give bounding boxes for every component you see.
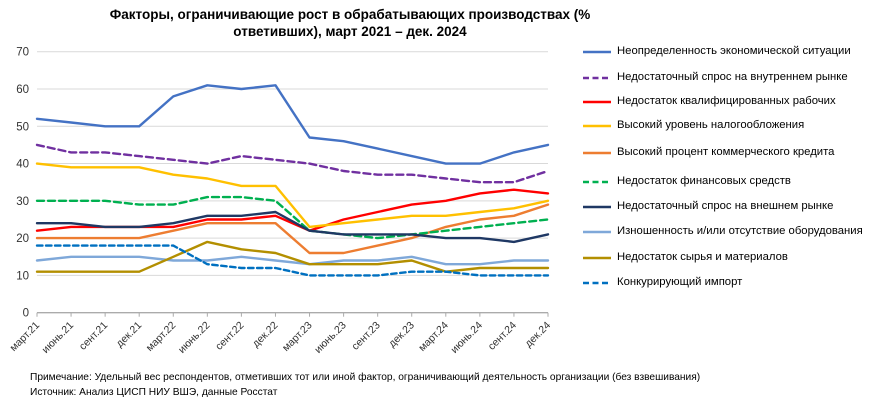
- series-line-6: [35, 210, 550, 244]
- y-axis-label-60: 60: [16, 84, 29, 96]
- legend-item-6: Недостаточный спрос на внешнем рынке: [583, 200, 833, 214]
- x-axis-label-10: сент.23: [349, 319, 382, 352]
- x-axis-label-11: дек.23: [386, 319, 417, 350]
- legend-swatch-9: [583, 281, 611, 285]
- legend-label-5: Недостаток финансовых средств: [617, 175, 791, 187]
- series-line-4: [35, 203, 550, 255]
- x-axis-label-7: дек.22: [250, 319, 281, 350]
- source-text: Источник: Анализ ЦИСП НИУ ВШЭ, данные Ро…: [30, 387, 278, 398]
- legend-label-7: Изношенность и/или отсутствие оборудован…: [617, 225, 863, 237]
- x-axis-label-8: март.23: [280, 319, 315, 354]
- legend-swatch-2: [583, 100, 611, 104]
- legend-label-2: Недостаток квалифицированных рабочих: [617, 95, 836, 107]
- legend-swatch-3: [583, 124, 611, 128]
- series-line-9: [35, 244, 550, 277]
- x-axis-label-13: июнь.24: [448, 319, 485, 356]
- x-axis-label-6: сент.22: [213, 319, 246, 352]
- x-axis-label-12: март.24: [416, 319, 451, 354]
- series-line-0: [35, 84, 550, 165]
- legend-item-8: Недостаток сырья и материалов: [583, 251, 788, 265]
- legend-item-9: Конкурирующий импорт: [583, 276, 742, 290]
- series-line-5: [35, 195, 550, 240]
- legend-swatch-1: [583, 76, 611, 80]
- y-axis-label-20: 20: [16, 233, 29, 245]
- legend-item-4: Высокий процент коммерческого кредита: [583, 146, 834, 160]
- y-axis-label-70: 70: [16, 47, 29, 59]
- y-axis-label-40: 40: [16, 159, 29, 171]
- chart-title-line1: Факторы, ограничивающие рост в обрабатыв…: [109, 7, 591, 22]
- x-axis-label-4: март.22: [144, 319, 179, 354]
- chart-title: Факторы, ограничивающие рост в обрабатыв…: [55, 6, 645, 40]
- legend-label-3: Высокий уровень налогообложения: [617, 119, 805, 131]
- chart-title-line2: ответивших), март 2021 – дек. 2024: [233, 24, 467, 39]
- x-axis-label-5: июнь.22: [176, 319, 213, 356]
- legend-swatch-0: [583, 50, 611, 54]
- legend-swatch-6: [583, 205, 611, 209]
- x-axis-label-1: июнь.21: [40, 319, 77, 356]
- y-axis-label-0: 0: [23, 308, 29, 320]
- legend-item-2: Недостаток квалифицированных рабочих: [583, 95, 836, 109]
- x-axis-label-15: дек.24: [523, 319, 554, 350]
- series-line-1: [35, 143, 550, 184]
- legend-label-0: Неопределенность экономической ситуации: [617, 45, 851, 57]
- legend-label-1: Недостаточный спрос на внутреннем рынке: [617, 71, 848, 83]
- x-axis-label-14: сент.24: [486, 319, 519, 352]
- legend-label-9: Конкурирующий импорт: [617, 276, 743, 288]
- note-text: Примечание: Удельный вес респондентов, о…: [30, 372, 701, 383]
- x-axis-label-2: сент.21: [77, 319, 110, 352]
- legend-swatch-4: [583, 151, 611, 155]
- legend-swatch-7: [583, 230, 611, 234]
- x-axis-label-9: июнь.23: [312, 319, 349, 356]
- series-line-3: [35, 162, 550, 229]
- legend-label-6: Недостаточный спрос на внешнем рынке: [617, 200, 834, 212]
- legend-label-4: Высокий процент коммерческого кредита: [617, 146, 835, 158]
- legend-item-5: Недостаток финансовых средств: [583, 175, 791, 189]
- legend-item-7: Изношенность и/или отсутствие оборудован…: [583, 225, 863, 239]
- legend-swatch-8: [583, 256, 611, 260]
- x-axis-label-3: дек.21: [114, 319, 145, 350]
- series-line-2: [35, 188, 550, 232]
- series-line-7: [35, 255, 550, 266]
- series-line-8: [35, 240, 550, 273]
- y-axis-label-30: 30: [16, 196, 29, 208]
- legend-item-1: Недостаточный спрос на внутреннем рынке: [583, 71, 848, 85]
- legend-label-8: Недостаток сырья и материалов: [617, 251, 788, 263]
- y-axis-label-50: 50: [16, 121, 29, 133]
- legend-item-0: Неопределенность экономической ситуации: [583, 45, 851, 59]
- legend-swatch-5: [583, 180, 611, 184]
- chart-notes: Примечание: Удельный вес респондентов, о…: [30, 370, 850, 400]
- x-axis-label-0: март.21: [8, 319, 43, 354]
- legend-item-3: Высокий уровень налогообложения: [583, 119, 804, 133]
- y-axis-label-10: 10: [16, 270, 29, 282]
